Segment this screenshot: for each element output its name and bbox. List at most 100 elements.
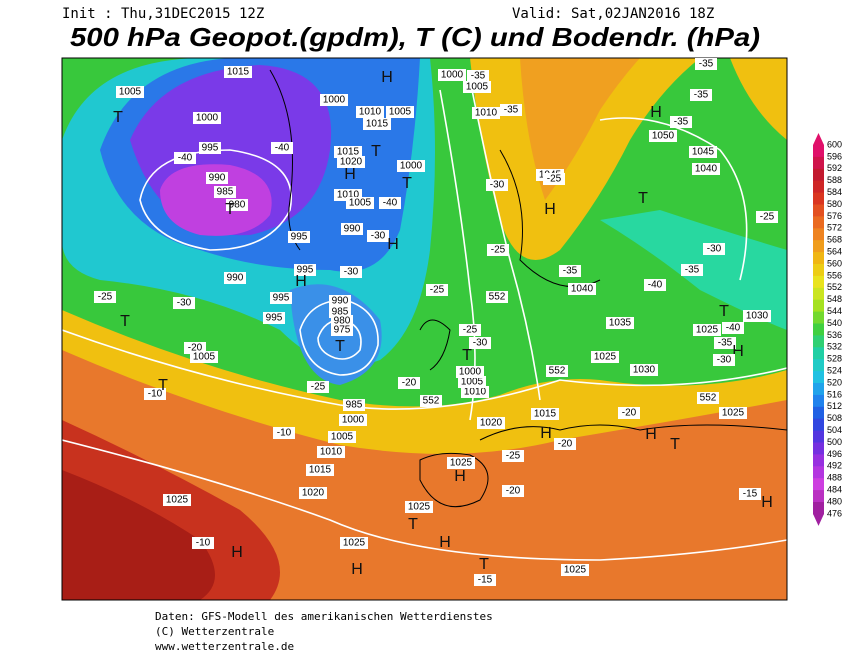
label-box xyxy=(144,388,166,400)
pressure-center: H xyxy=(544,201,556,218)
map-label: -25 xyxy=(506,451,521,462)
map-label: -35 xyxy=(685,265,700,276)
label-box xyxy=(116,86,144,98)
colorbar-band xyxy=(813,145,824,158)
label-box xyxy=(649,130,677,142)
label-box xyxy=(174,152,196,164)
label-box xyxy=(224,66,252,78)
pressure-center: H xyxy=(295,273,307,290)
map-label: -25 xyxy=(760,212,775,223)
label-box xyxy=(486,179,508,191)
label-box xyxy=(690,89,712,101)
map-label: 1000 xyxy=(196,113,219,124)
pressure-center: H xyxy=(540,425,552,442)
label-box xyxy=(426,284,448,296)
label-box xyxy=(438,69,466,81)
label-box xyxy=(420,395,442,407)
map-label: 552 xyxy=(549,366,566,377)
label-box xyxy=(356,106,384,118)
init-time: Init : Thu,31DEC2015 12Z xyxy=(62,6,264,22)
label-box xyxy=(719,407,747,419)
map-label: -30 xyxy=(371,231,386,242)
map-label: -30 xyxy=(707,244,722,255)
label-box xyxy=(190,351,218,363)
colorbar-label: 572 xyxy=(827,223,842,233)
pressure-center: H xyxy=(387,236,399,253)
pressure-center: T xyxy=(335,338,345,355)
label-box xyxy=(618,407,640,419)
label-box xyxy=(346,197,374,209)
map-label: -25 xyxy=(430,285,445,296)
colorbar-band xyxy=(813,430,824,443)
map-label: 552 xyxy=(700,393,717,404)
pressure-center: T xyxy=(638,190,648,207)
label-box xyxy=(606,317,634,329)
map-label: 552 xyxy=(489,292,506,303)
label-box xyxy=(199,142,221,154)
label-box xyxy=(341,223,363,235)
label-box xyxy=(703,243,725,255)
map-label: 1025 xyxy=(696,325,719,336)
pressure-center: T xyxy=(113,109,123,126)
map-label: 1010 xyxy=(337,190,360,201)
label-box xyxy=(713,354,735,366)
label-box xyxy=(447,457,475,469)
colorbar-band xyxy=(813,168,824,182)
field-magenta xyxy=(160,164,272,236)
colorbar-band xyxy=(813,490,824,503)
colorbar-label: 496 xyxy=(827,449,842,459)
map-label: 1010 xyxy=(464,387,487,398)
colorbar-band xyxy=(813,347,824,360)
label-box xyxy=(486,291,508,303)
field-darkred xyxy=(62,470,215,600)
colorbar-label: 500 xyxy=(827,437,842,447)
label-box xyxy=(340,266,362,278)
map-label: 1005 xyxy=(466,82,489,93)
colorbar-label: 508 xyxy=(827,413,842,423)
pressure-center: H xyxy=(351,561,363,578)
map-label: -20 xyxy=(188,343,203,354)
label-box xyxy=(328,431,356,443)
map-label: 1020 xyxy=(480,418,503,429)
label-box xyxy=(461,386,489,398)
colorbar-label: 580 xyxy=(827,199,842,209)
pressure-center: T xyxy=(402,175,412,192)
colorbar-arrow-bottom xyxy=(813,513,824,526)
map-label: -40 xyxy=(648,280,663,291)
map-label: -35 xyxy=(563,266,578,277)
label-box xyxy=(226,199,248,211)
map-label: -10 xyxy=(196,538,211,549)
map-label: 980 xyxy=(229,200,246,211)
colorbar-label: 536 xyxy=(827,330,842,340)
colorbar-label: 520 xyxy=(827,377,842,387)
map-label: 1030 xyxy=(633,365,656,376)
map-label: 1015 xyxy=(227,67,250,78)
pressure-center: T xyxy=(479,556,489,573)
label-box xyxy=(630,364,658,376)
pressure-center: H xyxy=(439,534,451,551)
label-box xyxy=(697,392,719,404)
map-label: 1025 xyxy=(594,352,617,363)
map-label: 1000 xyxy=(323,95,346,106)
colorbar-label: 564 xyxy=(827,246,842,256)
label-box xyxy=(339,414,367,426)
label-box xyxy=(271,142,293,154)
map-label: 1010 xyxy=(475,108,498,119)
map-label: 1035 xyxy=(609,318,632,329)
map-label: -10 xyxy=(277,428,292,439)
label-box xyxy=(467,70,489,82)
label-box xyxy=(531,408,559,420)
map-label: -35 xyxy=(718,338,733,349)
map-label: 985 xyxy=(332,307,349,318)
label-box xyxy=(456,366,484,378)
label-box xyxy=(681,264,703,276)
label-box xyxy=(331,324,353,336)
map-label: 1000 xyxy=(342,415,365,426)
map-label: 1025 xyxy=(564,565,587,576)
colorbar-band xyxy=(813,287,824,301)
map-label: 990 xyxy=(344,224,361,235)
pressure-center: H xyxy=(650,104,662,121)
colorbar-label: 592 xyxy=(827,163,842,173)
label-box xyxy=(273,427,295,439)
pressure-center: H xyxy=(645,426,657,443)
